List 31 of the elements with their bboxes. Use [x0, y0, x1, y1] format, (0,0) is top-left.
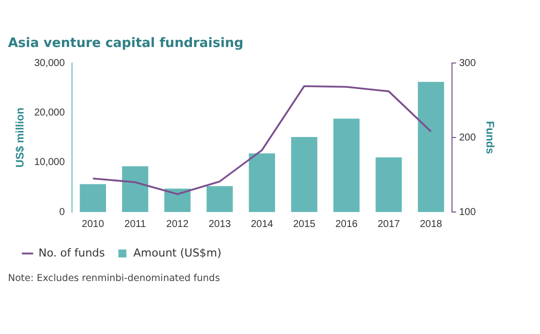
legend-label: No. of funds [38, 246, 106, 260]
y-tick-label: 20,000 [34, 107, 66, 118]
y2-axis-title: Funds [483, 121, 496, 154]
bar [333, 118, 360, 212]
bar [122, 166, 148, 212]
y-tick-label: 0 [59, 206, 66, 218]
bar [376, 157, 402, 212]
x-tick-label: 2015 [293, 218, 316, 230]
y-tick-label: 10,000 [34, 157, 66, 168]
legend-label: Amount (US$m) [133, 246, 222, 260]
bar [164, 188, 191, 212]
bar [248, 153, 276, 212]
bar [206, 186, 233, 212]
bar [80, 184, 106, 212]
x-tick-label: 2012 [166, 218, 189, 230]
bar [418, 82, 444, 212]
y-axis-title: US$ million [14, 107, 27, 168]
x-tick-label: 2018 [420, 218, 443, 230]
x-tick-label: 2010 [82, 218, 104, 230]
y2-tick-label: 200 [459, 132, 476, 144]
y-tick-label: 30,000 [34, 58, 66, 69]
chart-title: Asia venture capital fundraising [8, 36, 244, 51]
x-tick-label: 2013 [208, 218, 232, 230]
text: Note: Excludes renminbi-denominated funds [8, 272, 220, 285]
x-tick-label: 2016 [335, 218, 358, 230]
y2-tick-label: 100 [459, 206, 476, 218]
x-tick-label: 2011 [124, 218, 146, 230]
x-tick-label: 2014 [250, 218, 274, 230]
x-tick-label: 2017 [378, 218, 400, 230]
bar [291, 137, 318, 212]
y2-tick-label: 300 [459, 58, 476, 69]
